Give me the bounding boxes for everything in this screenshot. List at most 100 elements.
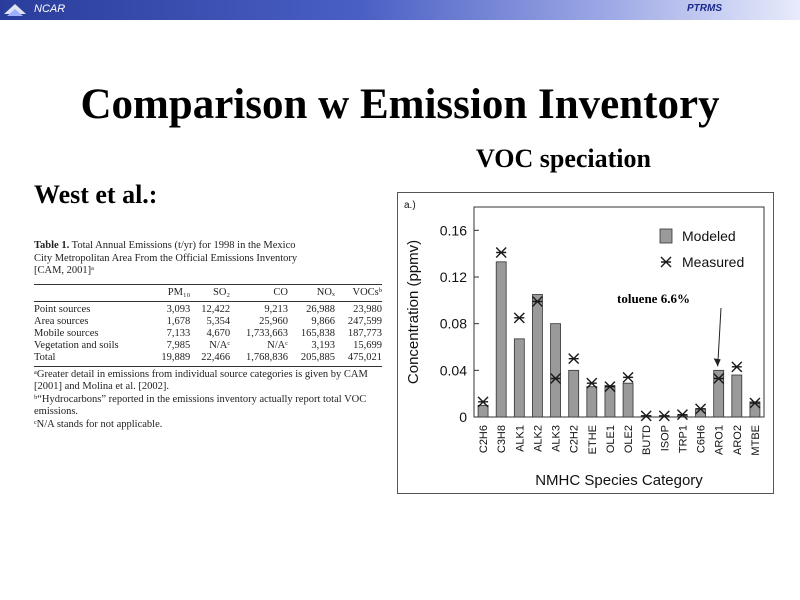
voc-chart-frame: a.) 0 0.04 0.08 0.12 0.16 C2H6 C3H8 ALK1 ALK2 ALK3… xyxy=(397,192,774,494)
plot-area-border xyxy=(473,206,765,418)
y-tick-label: 0 xyxy=(459,409,467,425)
table-cell: 475,021 xyxy=(347,351,382,363)
table-cell: 165,838 xyxy=(300,327,335,339)
marker-measured xyxy=(731,361,743,373)
table-cell: 26,988 xyxy=(306,303,335,315)
x-tick-label: MTBE xyxy=(750,425,762,456)
marker-measured xyxy=(658,410,670,422)
marker-measured xyxy=(531,296,543,307)
bar-modeled xyxy=(677,415,688,418)
bar-modeled xyxy=(532,294,543,418)
table-row: Area sources 1,678 5,354 25,960 9,866 24… xyxy=(34,316,382,328)
marker-measured xyxy=(749,397,761,409)
column-header: SO₂ xyxy=(212,286,231,298)
x-tick-label: C2H2 xyxy=(569,425,581,453)
table-cell: 1,733,663 xyxy=(245,327,288,339)
marker-measured xyxy=(604,381,616,393)
marker-measured xyxy=(622,371,634,383)
x-tick-label: C2H6 xyxy=(478,425,490,453)
table-cell: Mobile sources xyxy=(34,327,99,339)
table-cell: 22,466 xyxy=(201,351,231,363)
x-tick-label: OLE1 xyxy=(605,425,617,453)
table-cell: 23,980 xyxy=(353,303,382,315)
emissions-table-block: Table 1. Total Annual Emissions (t/yr) f… xyxy=(34,240,382,431)
table-caption: Table 1. Total Annual Emissions (t/yr) f… xyxy=(34,240,382,278)
marker-measured xyxy=(695,403,707,415)
x-tick-label: C3H8 xyxy=(496,425,508,453)
x-tick-label: C6H6 xyxy=(696,425,708,453)
table-row: Mobile sources 7,133 4,670 1,733,663 165… xyxy=(34,328,382,340)
table-cell: 25,960 xyxy=(259,315,288,327)
marker-measured xyxy=(550,373,562,384)
marker-measured xyxy=(513,312,525,324)
bar-modeled xyxy=(622,382,634,418)
table-cell: Total xyxy=(34,351,56,363)
table-cell: 7,133 xyxy=(166,327,191,339)
bar-modeled xyxy=(604,385,616,418)
x-tick-label: ALK2 xyxy=(532,425,544,452)
bar-modeled xyxy=(749,401,761,418)
marker-measured xyxy=(676,409,688,421)
y-tick-label: 0.16 xyxy=(440,222,467,238)
y-axis-label: Concentration (ppmv) xyxy=(405,240,422,384)
table-cell: 3,193 xyxy=(311,339,335,351)
annotation-arrow-line xyxy=(717,307,722,367)
x-tick-label: ETHE xyxy=(587,425,599,454)
table-cell: 4,670 xyxy=(206,327,231,339)
table-cell: 1,768,836 xyxy=(245,351,288,363)
bar-modeled xyxy=(477,404,489,418)
x-tick-label: ISOP xyxy=(659,425,671,451)
table-cell: N/Aᶜ xyxy=(267,339,288,351)
table-cell: Area sources xyxy=(34,315,89,327)
column-header: PM₁₀ xyxy=(167,286,191,298)
slide-title: Comparison w Emission Inventory xyxy=(80,81,720,128)
footnote-a: ᵃGreater detail in emissions from indivi… xyxy=(34,368,368,393)
table-row: Point sources 3,093 12,422 9,213 26,988 … xyxy=(34,301,382,316)
slide-subtitle: VOC speciation xyxy=(476,144,651,173)
marker-measured xyxy=(586,377,598,389)
table-cell: 9,213 xyxy=(264,303,288,315)
bar-modeled xyxy=(550,323,561,418)
legend-label-measured: Measured xyxy=(682,254,744,270)
table-row-total: Total 19,889 22,466 1,768,836 205,885 47… xyxy=(34,351,382,366)
project-name: PTRMS xyxy=(687,3,722,14)
bar-modeled xyxy=(513,338,525,418)
legend-marker-measured xyxy=(660,256,672,268)
table-footnotes: ᵃGreater detail in emissions from indivi… xyxy=(34,369,382,432)
footnote-c: ᶜN/A stands for not applicable. xyxy=(34,418,163,430)
x-tick-label: TRP1 xyxy=(677,425,689,453)
marker-measured xyxy=(640,410,652,422)
x-tick-label: ALK3 xyxy=(551,425,563,452)
x-axis-label: NMHC Species Category xyxy=(535,472,703,489)
table-caption-line-3: [CAM, 2001]ᵃ xyxy=(34,265,95,276)
table-cell: 5,354 xyxy=(206,315,231,327)
bar-modeled xyxy=(568,369,580,418)
y-tick-label: 0.08 xyxy=(440,316,467,332)
legend-swatch-modeled xyxy=(659,228,673,244)
table-cell: N/Aᶜ xyxy=(209,339,231,351)
y-tick-label: 0.12 xyxy=(440,269,467,285)
marker-measured xyxy=(495,247,507,258)
marker-measured xyxy=(713,373,725,384)
legend-label-modeled: Modeled xyxy=(682,228,736,244)
table-cell: 12,422 xyxy=(201,303,231,315)
table-cell: 1,678 xyxy=(166,315,191,327)
table-label: Table 1. xyxy=(34,240,70,251)
marker-measured xyxy=(477,396,489,408)
table-cell: 187,773 xyxy=(347,327,382,339)
table-cell: 9,866 xyxy=(311,315,335,327)
x-tick-label: BUTD xyxy=(641,425,653,455)
emissions-table: PM₁₀ SO₂ CO NOₓ VOCsᵇ Point sources 3,09… xyxy=(34,284,382,367)
annotation-arrow-head xyxy=(713,358,721,367)
column-header: NOₓ xyxy=(316,286,335,298)
bar-modeled xyxy=(731,374,743,418)
table-cell: Vegetation and soils xyxy=(34,339,119,351)
table-row: Vegetation and soils 7,985 N/Aᶜ N/Aᶜ 3,1… xyxy=(34,340,382,352)
column-header: VOCsᵇ xyxy=(352,286,382,298)
x-tick-label: ARO1 xyxy=(714,425,726,455)
table-cell: 7,985 xyxy=(166,339,191,351)
column-header xyxy=(34,284,151,301)
header-bar: NCAR PTRMS xyxy=(0,0,800,20)
x-tick-label: ALK1 xyxy=(514,425,526,452)
table-cell: 205,885 xyxy=(300,351,335,363)
